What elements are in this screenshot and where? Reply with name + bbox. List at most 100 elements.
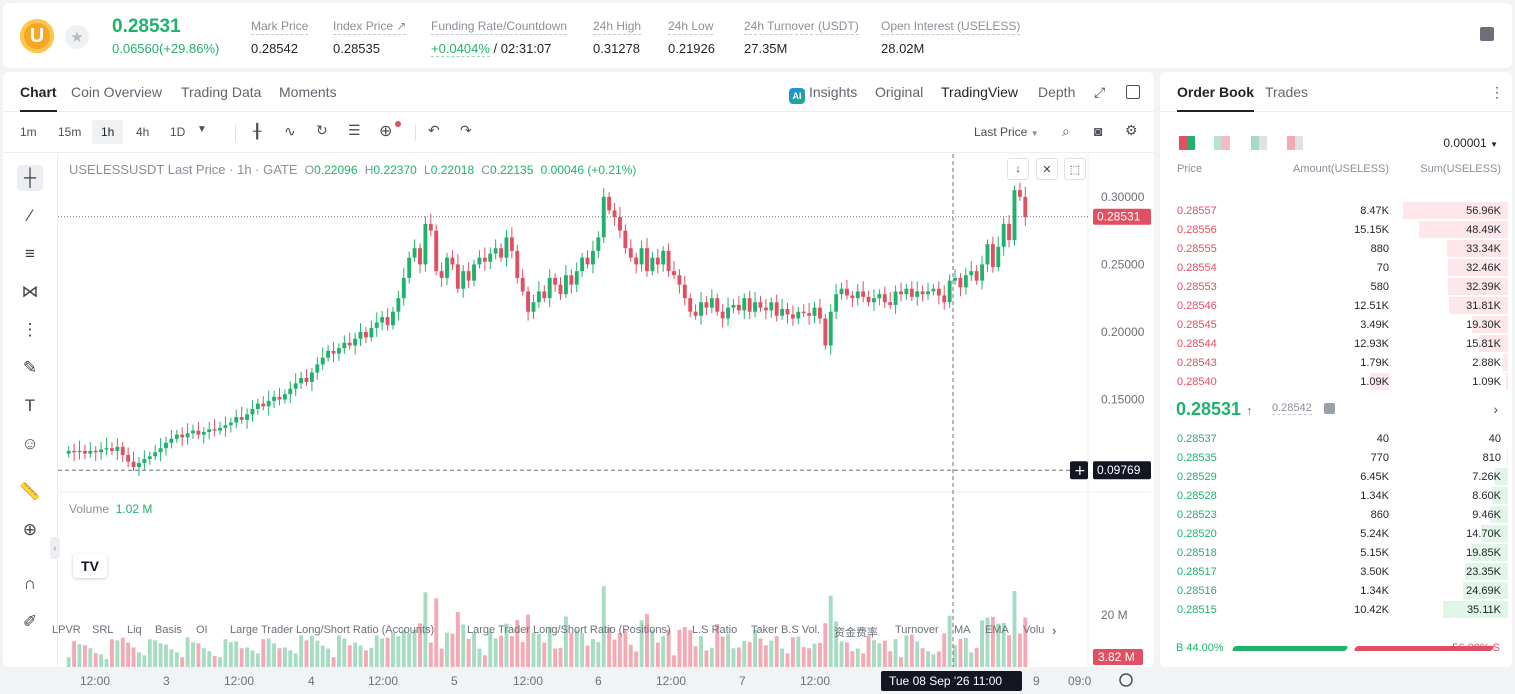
search-icon[interactable]: ⌕ — [1062, 123, 1070, 139]
candle-body[interactable] — [266, 400, 271, 407]
tradingview-logo-icon[interactable]: TV — [73, 554, 107, 578]
candle-body[interactable] — [536, 291, 541, 303]
indicator-11[interactable]: MA — [954, 624, 971, 636]
candle-body[interactable] — [455, 264, 460, 289]
candle-body[interactable] — [428, 223, 433, 231]
candle-body[interactable] — [196, 430, 201, 435]
candle-body[interactable] — [1023, 196, 1028, 218]
candle-body[interactable] — [974, 271, 979, 281]
candle-body[interactable] — [282, 394, 287, 400]
candle-body[interactable] — [201, 431, 206, 435]
indicator-13[interactable]: Volu — [1023, 624, 1045, 636]
candle-body[interactable] — [677, 275, 682, 285]
indicator-6[interactable]: Large Trader Long/Short Ratio (Positions… — [467, 624, 671, 636]
candle-body[interactable] — [331, 350, 336, 354]
candle-body[interactable] — [396, 298, 401, 312]
candle-body[interactable] — [353, 338, 358, 346]
candle-body[interactable] — [612, 210, 617, 218]
candle-body[interactable] — [580, 257, 585, 272]
candle-body[interactable] — [401, 277, 406, 299]
candle-body[interactable] — [736, 304, 741, 311]
candle-body[interactable] — [315, 364, 320, 373]
ask-row[interactable]: 0.28546 12.51K 31.81K — [1160, 296, 1512, 315]
candle-body[interactable] — [774, 302, 779, 316]
ask-row[interactable]: 0.28556 15.15K 48.49K — [1160, 220, 1512, 239]
candle-body[interactable] — [699, 302, 703, 316]
candle-body[interactable] — [326, 350, 331, 358]
candle-body[interactable] — [558, 284, 563, 295]
candle-body[interactable] — [780, 309, 785, 316]
candle-body[interactable] — [877, 294, 882, 299]
settings-gear-icon[interactable]: ⚙ — [1125, 122, 1138, 138]
candle-body[interactable] — [790, 314, 795, 319]
bid-row[interactable]: 0.28535 770 810 — [1160, 448, 1512, 467]
templates-icon[interactable]: ☰ — [348, 122, 361, 138]
candle-body[interactable] — [845, 288, 849, 296]
crosshair-tool-icon[interactable]: ┼ — [17, 165, 43, 191]
candle-body[interactable] — [245, 414, 249, 420]
candle-body[interactable] — [526, 291, 531, 312]
candle-body[interactable] — [158, 448, 163, 453]
candle-body[interactable] — [953, 277, 957, 281]
candle-body[interactable] — [585, 257, 590, 265]
candle-body[interactable] — [963, 275, 968, 288]
candle-body[interactable] — [709, 298, 714, 308]
candle-body[interactable] — [1001, 223, 1006, 247]
candle-body[interactable] — [1012, 190, 1017, 241]
scroll-down-icon[interactable]: ↓ — [1007, 158, 1029, 180]
bid-row[interactable]: 0.28516 1.34K 24.69K — [1160, 581, 1512, 600]
candle-body[interactable] — [926, 291, 930, 295]
candle-body[interactable] — [466, 271, 471, 281]
candle-body[interactable] — [704, 302, 709, 308]
precision-select[interactable]: 0.00001 ▼ — [1443, 136, 1498, 150]
pattern-tool-icon[interactable]: ⋈ — [21, 282, 39, 301]
candle-body[interactable] — [482, 257, 487, 262]
fib-tool-icon[interactable]: ⋮ — [21, 320, 39, 339]
magnet-tool-icon[interactable]: ∩ — [23, 574, 37, 593]
candle-body[interactable] — [720, 311, 725, 319]
candle-body[interactable] — [509, 237, 514, 251]
candle-body[interactable] — [461, 271, 466, 289]
candle-body[interactable] — [272, 396, 277, 401]
indicator-1[interactable]: SRL — [92, 624, 114, 636]
lock-draw-tool-icon[interactable]: ✐ — [22, 612, 38, 631]
candlestick-chart[interactable]: 0.30000 0.25000 0.20000 0.15000 0.28531 0.097… — [58, 154, 1151, 694]
candle-body[interactable] — [93, 450, 98, 453]
candle-body[interactable] — [320, 357, 325, 365]
candle-body[interactable] — [618, 217, 622, 231]
candle-body[interactable] — [412, 248, 417, 258]
candle-body[interactable] — [742, 298, 747, 311]
candle-body[interactable] — [812, 307, 817, 316]
candle-body[interactable] — [920, 291, 925, 295]
price-type-select[interactable]: Last Price ▼ — [974, 125, 1039, 139]
bid-row[interactable]: 0.28520 5.24K 14.70K — [1160, 524, 1512, 543]
candle-body[interactable] — [828, 311, 833, 346]
view-both-icon[interactable] — [1179, 136, 1195, 150]
ask-row[interactable]: 0.28540 1.09K 1.09K — [1160, 372, 1512, 391]
tab-chart[interactable]: Chart — [20, 84, 57, 112]
candle-body[interactable] — [439, 271, 444, 278]
candle-body[interactable] — [180, 434, 185, 438]
add-indicator-icon[interactable]: ⊕ — [379, 123, 393, 140]
candle-body[interactable] — [990, 244, 995, 268]
candle-body[interactable] — [126, 454, 131, 462]
candle-body[interactable] — [137, 463, 141, 468]
collapse-icon[interactable]: ✕ — [1036, 158, 1058, 180]
candle-body[interactable] — [753, 302, 758, 312]
replay-icon[interactable]: ↻ — [316, 122, 328, 138]
candle-body[interactable] — [882, 294, 887, 303]
candle-body[interactable] — [82, 450, 87, 454]
candle-body[interactable] — [499, 248, 504, 258]
chevron-right-icon[interactable]: › — [1052, 623, 1057, 638]
candle-body[interactable] — [596, 237, 601, 251]
candle-body[interactable] — [450, 257, 455, 265]
candle-body[interactable] — [223, 425, 228, 428]
candle-body[interactable] — [109, 448, 114, 451]
candle-body[interactable] — [504, 237, 509, 258]
indicator-2[interactable]: Liq — [127, 624, 142, 636]
guide-book-icon[interactable] — [1480, 27, 1494, 41]
candle-body[interactable] — [358, 331, 363, 339]
collapse-toolbar-icon[interactable]: ‹ — [50, 537, 60, 559]
bid-row[interactable]: 0.28523 860 9.46K — [1160, 505, 1512, 524]
candle-body[interactable] — [909, 288, 914, 297]
